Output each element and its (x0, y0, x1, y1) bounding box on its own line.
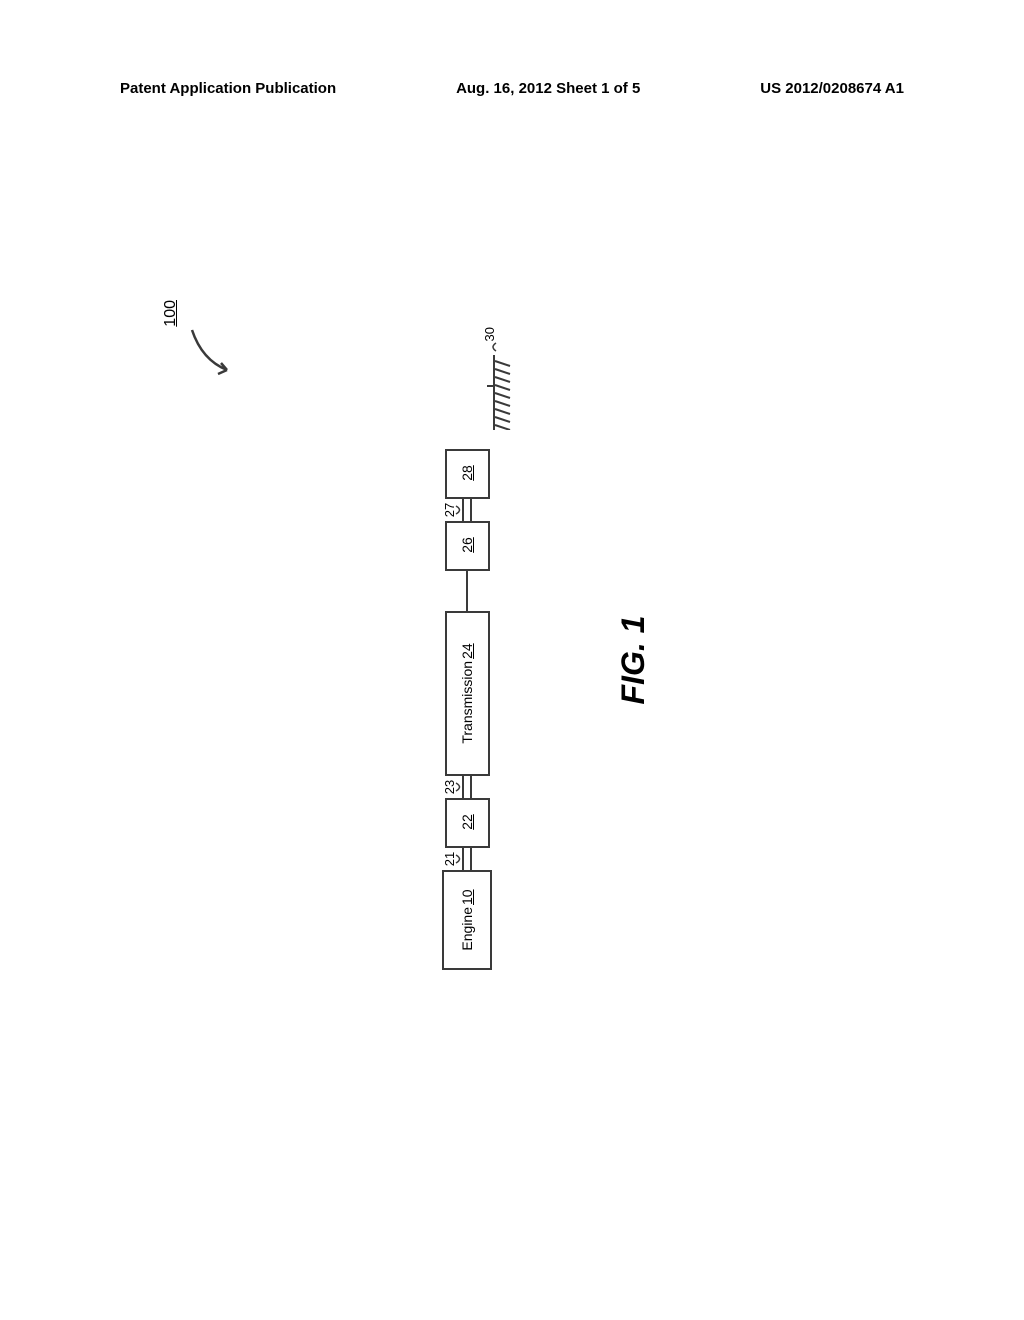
block-28-number: 28 (459, 465, 475, 481)
transmission-number: 24 (459, 643, 475, 659)
connector-21: 21 (462, 848, 472, 870)
header-right: US 2012/0208674 A1 (760, 80, 904, 97)
diagram: 100 Engine 10 21 22 23 (312, 350, 712, 970)
page-header: Patent Application Publication Aug. 16, … (0, 80, 1024, 97)
block-26: 26 (445, 521, 490, 571)
reference-number: 100 (162, 300, 180, 327)
block-22: 22 (445, 798, 490, 848)
ground-symbol: 30 (492, 355, 522, 430)
block-22-number: 22 (459, 814, 475, 830)
block-engine: Engine 10 (442, 870, 492, 970)
header-left: Patent Application Publication (120, 80, 336, 97)
block-26-number: 26 (459, 537, 475, 553)
figure-label: FIG. 1 (615, 616, 652, 705)
transmission-label: Transmission (459, 661, 475, 744)
block-transmission: Transmission 24 (445, 611, 490, 776)
block-row: Engine 10 21 22 23 (442, 449, 492, 970)
connector-single-1 (466, 571, 468, 611)
engine-label: Engine (459, 907, 475, 951)
engine-number: 10 (459, 889, 475, 905)
connector-27: 27 (462, 499, 472, 521)
header-center: Aug. 16, 2012 Sheet 1 of 5 (456, 80, 640, 97)
reference-arrow: 100 (182, 310, 237, 380)
connector-23: 23 (462, 776, 472, 798)
ground-label: 30 (482, 327, 497, 341)
block-28: 28 (445, 449, 490, 499)
